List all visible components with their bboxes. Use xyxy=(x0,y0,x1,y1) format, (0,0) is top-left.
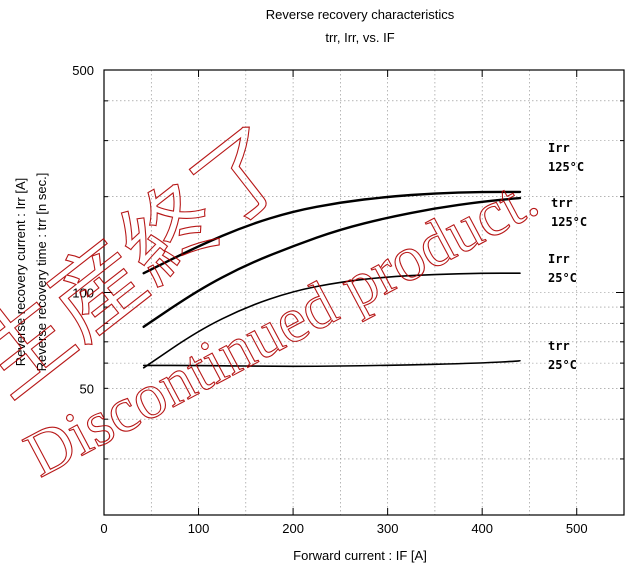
series-label: Irr xyxy=(548,252,570,266)
series-label: trr xyxy=(551,196,573,210)
series-label: 25°C xyxy=(548,271,577,285)
chart-subtitle: trr, Irr, vs. IF xyxy=(325,30,394,45)
series-lines xyxy=(142,190,522,369)
series-label: 125°C xyxy=(548,160,584,174)
series-line xyxy=(142,360,521,368)
series-line xyxy=(142,196,522,328)
x-tick-label: 300 xyxy=(377,521,399,536)
axis-ticks: 0 100 200 300 400 500 500 100 50 xyxy=(72,63,624,536)
y-axis-label-current: Reverse recovery current : Irr [A] xyxy=(13,178,28,367)
series-label: 25°C xyxy=(548,358,577,372)
x-tick-label: 200 xyxy=(282,521,304,536)
y-tick-label: 500 xyxy=(72,63,94,78)
chart-title: Reverse recovery characteristics xyxy=(266,7,455,22)
discontinued-watermark: 生産終了 Discontinued product. xyxy=(0,108,549,491)
grid xyxy=(104,70,624,515)
x-tick-label: 100 xyxy=(188,521,210,536)
series-line xyxy=(142,272,521,369)
y-tick-label: 50 xyxy=(80,381,94,396)
series-label: 125°C xyxy=(551,215,587,229)
x-tick-label: 500 xyxy=(566,521,588,536)
series-labels: Irr 125°C trr 125°C Irr 25°C trr 25°C xyxy=(548,141,587,372)
y-axis-label-time: Reverse recovery time : trr [n sec.] xyxy=(34,173,49,372)
x-tick-label: 400 xyxy=(471,521,493,536)
series-label: Irr xyxy=(548,141,570,155)
series-line xyxy=(142,190,522,275)
x-axis-label: Forward current : IF [A] xyxy=(293,548,427,563)
y-tick-label: 100 xyxy=(72,286,94,301)
x-tick-label: 0 xyxy=(100,521,107,536)
series-label: trr xyxy=(548,339,570,353)
